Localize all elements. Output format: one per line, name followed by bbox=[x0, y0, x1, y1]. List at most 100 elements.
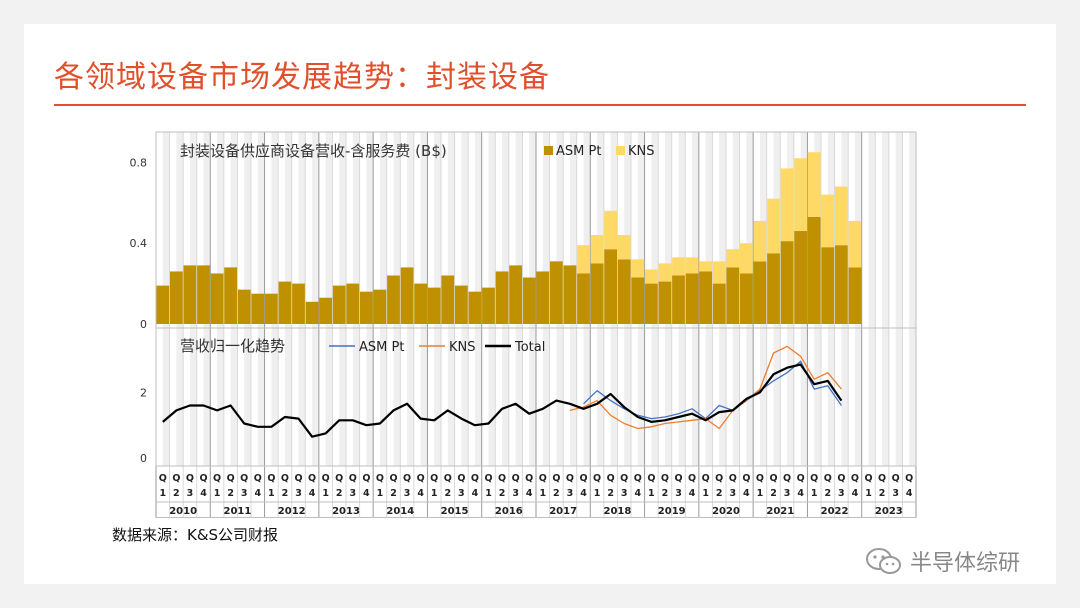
bar-kns bbox=[834, 186, 848, 246]
legend-line-label-asm-pt: ASM Pt bbox=[359, 340, 404, 355]
bar-legend: ASM Pt KNS bbox=[544, 144, 655, 159]
quarter-tick-q: Q bbox=[769, 473, 777, 484]
slide-title: 各领域设备市场发展趋势：封装设备 bbox=[54, 60, 550, 95]
bar-kns bbox=[617, 235, 631, 260]
year-tick-label: 2023 bbox=[875, 506, 903, 517]
quarter-tick-num: 1 bbox=[594, 488, 601, 499]
bar-asm-pt bbox=[672, 275, 685, 324]
quarter-tick-num: 1 bbox=[702, 488, 709, 499]
bar-kns bbox=[821, 194, 835, 248]
year-tick-label: 2012 bbox=[278, 506, 306, 517]
quarter-tick-num: 4 bbox=[309, 488, 316, 499]
quarter-tick-q: Q bbox=[525, 473, 533, 484]
bar-asm-pt bbox=[387, 275, 400, 324]
quarter-tick-q: Q bbox=[417, 473, 425, 484]
quarter-band bbox=[909, 132, 916, 466]
quarter-tick-num: 4 bbox=[634, 488, 641, 499]
quarter-band bbox=[868, 132, 876, 466]
bar-asm-pt bbox=[563, 265, 577, 324]
quarter-tick-q: Q bbox=[905, 473, 913, 484]
year-tick-label: 2010 bbox=[169, 506, 197, 517]
quarter-tick-q: Q bbox=[362, 473, 370, 484]
quarter-tick-num: 1 bbox=[865, 488, 872, 499]
quarter-tick-q: Q bbox=[607, 473, 615, 484]
quarter-tick-num: 4 bbox=[472, 488, 479, 499]
year-tick-label: 2020 bbox=[712, 506, 740, 517]
legend-line-label-total: Total bbox=[514, 340, 545, 355]
quarter-tick-q: Q bbox=[647, 473, 655, 484]
quarter-tick-q: Q bbox=[756, 473, 764, 484]
quarter-tick-q: Q bbox=[376, 473, 384, 484]
bar-asm-pt bbox=[197, 265, 210, 324]
quarter-tick-q: Q bbox=[702, 473, 710, 484]
quarter-tick-q: Q bbox=[715, 473, 723, 484]
quarter-tick-num: 3 bbox=[892, 488, 899, 499]
quarter-tick-num: 1 bbox=[648, 488, 655, 499]
bar-kns bbox=[577, 245, 590, 274]
year-tick-label: 2014 bbox=[386, 506, 414, 517]
quarter-tick-q: Q bbox=[864, 473, 872, 484]
bar-kns bbox=[672, 257, 685, 276]
quarter-tick-q: Q bbox=[430, 473, 438, 484]
bar-asm-pt bbox=[834, 245, 848, 324]
bar-kns bbox=[699, 261, 713, 272]
quarter-tick-num: 3 bbox=[675, 488, 682, 499]
quarter-tick-q: Q bbox=[457, 473, 465, 484]
line-legend: ASM Pt KNS Total bbox=[329, 340, 545, 355]
quarter-tick-num: 4 bbox=[200, 488, 207, 499]
bar-asm-pt bbox=[739, 273, 753, 324]
bar-asm-pt bbox=[536, 271, 550, 324]
quarter-tick-num: 1 bbox=[268, 488, 275, 499]
bar-asm-pt bbox=[780, 241, 794, 324]
quarter-tick-num: 2 bbox=[716, 488, 723, 499]
quarter-tick-q: Q bbox=[892, 473, 900, 484]
line-chart-title: 营收归一化趋势 bbox=[180, 337, 285, 355]
quarter-tick-q: Q bbox=[593, 473, 601, 484]
quarter-tick-num: 4 bbox=[797, 488, 804, 499]
quarter-tick-q: Q bbox=[579, 473, 587, 484]
bar-asm-pt bbox=[509, 265, 523, 324]
bar-asm-pt bbox=[577, 273, 590, 324]
quarter-gridlines bbox=[155, 132, 917, 518]
quarter-tick-num: 3 bbox=[567, 488, 574, 499]
quarter-tick-q: Q bbox=[444, 473, 452, 484]
quarter-tick-num: 2 bbox=[227, 488, 234, 499]
quarter-tick-num: 4 bbox=[743, 488, 750, 499]
bar-asm-pt bbox=[767, 253, 780, 324]
quarter-tick-q: Q bbox=[281, 473, 289, 484]
bar-kns bbox=[712, 261, 726, 284]
bar-asm-pt bbox=[454, 285, 468, 324]
quarter-tick-num: 2 bbox=[770, 488, 777, 499]
year-tick-label: 2022 bbox=[821, 506, 849, 517]
year-tick-label: 2011 bbox=[224, 506, 252, 517]
quarter-tick-q: Q bbox=[349, 473, 357, 484]
quarter-tick-q: Q bbox=[620, 473, 628, 484]
quarter-tick-num: 3 bbox=[458, 488, 465, 499]
quarter-tick-num: 4 bbox=[906, 488, 913, 499]
bar-asm-pt bbox=[658, 281, 672, 324]
y-tick-label: 2 bbox=[140, 386, 147, 399]
bar-asm-pt bbox=[346, 283, 360, 324]
quarter-tick-q: Q bbox=[729, 473, 737, 484]
quarter-tick-q: Q bbox=[851, 473, 859, 484]
bar-asm-pt bbox=[441, 275, 455, 324]
quarter-tick-num: 4 bbox=[689, 488, 696, 499]
bar-asm-pt bbox=[753, 261, 767, 324]
bar-kns bbox=[753, 220, 767, 262]
legend-swatch-kns bbox=[616, 146, 625, 155]
quarter-tick-num: 4 bbox=[526, 488, 533, 499]
quarter-tick-q: Q bbox=[539, 473, 547, 484]
quarter-tick-q: Q bbox=[824, 473, 832, 484]
quarter-tick-q: Q bbox=[471, 473, 479, 484]
bar-asm-pt bbox=[359, 291, 373, 324]
quarter-tick-q: Q bbox=[294, 473, 302, 484]
quarter-tick-num: 3 bbox=[295, 488, 302, 499]
bar-kns bbox=[644, 269, 658, 284]
source-note: 数据来源：K&S公司财报 bbox=[112, 526, 279, 544]
wechat-icon bbox=[866, 548, 901, 574]
quarter-tick-num: 4 bbox=[363, 488, 370, 499]
quarter-tick-num: 3 bbox=[404, 488, 411, 499]
quarter-tick-q: Q bbox=[254, 473, 262, 484]
